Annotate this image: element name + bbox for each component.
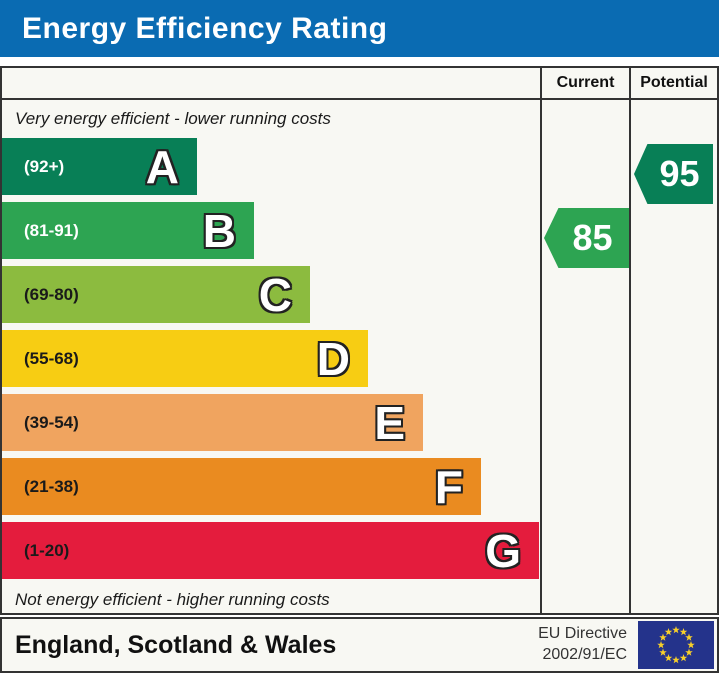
band-bar-d: (55-68) D	[2, 330, 368, 387]
band-range-label: (1-20)	[24, 540, 70, 560]
band-row-a: (92+) A	[2, 138, 540, 202]
band-row-e: (39-54) E	[2, 394, 540, 458]
band-row-g: (1-20) G	[2, 522, 540, 586]
page-title-bar: Energy Efficiency Rating	[0, 0, 719, 57]
table-body: Very energy efficient - lower running co…	[2, 100, 717, 613]
region-label: England, Scotland & Wales	[15, 630, 337, 659]
band-row-b: (81-91) B	[2, 202, 540, 266]
band-range-label: (92+)	[24, 156, 65, 176]
current-rating-arrow-value: 85	[572, 217, 613, 258]
eu-directive-line2: 2002/91/EC	[542, 646, 627, 663]
top-note: Very energy efficient - lower running co…	[15, 109, 331, 128]
band-bar-c: (69-80) C	[2, 266, 310, 323]
potential-rating-arrow: 95	[634, 144, 713, 204]
potential-rating-arrow-value: 95	[659, 153, 700, 194]
band-bar-f: (21-38) F	[2, 458, 481, 515]
band-row-d: (55-68) D	[2, 330, 540, 394]
eu-flag-icon	[638, 621, 714, 669]
band-row-f: (21-38) F	[2, 458, 540, 522]
bands-column: Very energy efficient - lower running co…	[2, 100, 540, 613]
footer-bar: England, Scotland & Wales EU Directive 2…	[0, 617, 719, 673]
band-letter: B	[202, 204, 236, 257]
column-header-potential: Potential	[629, 68, 717, 98]
band-bar-e: (39-54) E	[2, 394, 423, 451]
band-list: (92+) A (81-91) B (69-80) C (55-68) D (39-54) E (2…	[2, 138, 540, 586]
table-header-row: Current Potential	[2, 68, 717, 100]
band-letter: C	[258, 268, 292, 321]
band-range-label: (81-91)	[24, 220, 79, 240]
band-bar-a: (92+) A	[2, 138, 197, 195]
band-letter: E	[374, 396, 405, 449]
page-title: Energy Efficiency Rating	[22, 11, 388, 45]
band-range-label: (55-68)	[24, 348, 79, 368]
band-letter: G	[485, 524, 521, 577]
band-range-label: (39-54)	[24, 412, 79, 432]
current-column: 85	[540, 100, 629, 613]
band-range-label: (21-38)	[24, 476, 79, 496]
band-bar-b: (81-91) B	[2, 202, 254, 259]
band-range-label: (69-80)	[24, 284, 79, 304]
current-rating-arrow: 85	[544, 208, 629, 268]
bottom-note: Not energy efficient - higher running co…	[15, 589, 330, 609]
eu-directive-line1: EU Directive	[538, 625, 627, 643]
table-header-spacer	[2, 68, 540, 98]
band-row-c: (69-80) C	[2, 266, 540, 330]
eu-directive-label: EU Directive 2002/91/EC	[538, 624, 627, 666]
epc-rating-table: Current Potential Very energy efficient …	[0, 66, 719, 615]
band-letter: D	[316, 332, 350, 385]
band-bar-g: (1-20) G	[2, 522, 539, 579]
potential-column: 95	[629, 100, 717, 613]
band-letter: F	[434, 460, 463, 513]
column-header-current: Current	[540, 68, 629, 98]
band-letter: A	[145, 140, 179, 193]
